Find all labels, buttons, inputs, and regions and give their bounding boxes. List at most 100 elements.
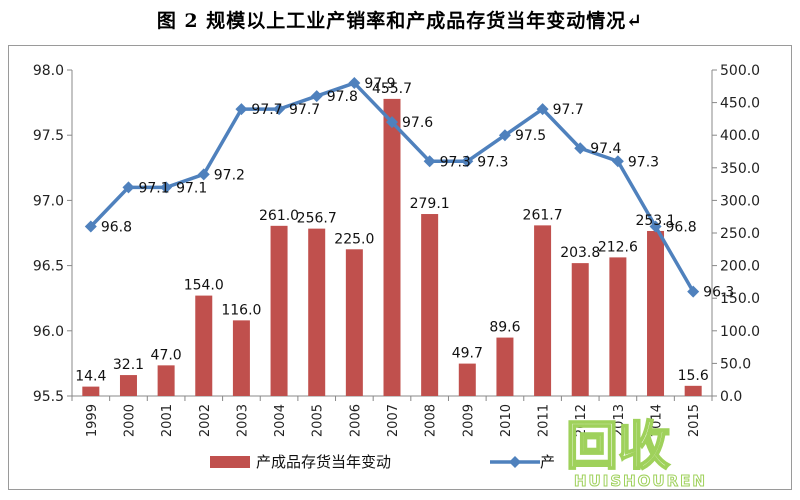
line-data-label: 97.6 bbox=[402, 115, 433, 131]
line-point bbox=[84, 220, 97, 233]
line-data-label: 97.7 bbox=[553, 102, 584, 118]
bar bbox=[647, 230, 665, 396]
line-point bbox=[611, 155, 624, 168]
bar bbox=[270, 225, 288, 396]
bar bbox=[458, 363, 476, 396]
y-left-tick-label: 97.5 bbox=[33, 128, 64, 144]
line-data-label: 97.8 bbox=[327, 89, 358, 105]
line-data-label: 97.7 bbox=[251, 102, 282, 118]
line-point bbox=[536, 103, 549, 116]
bar bbox=[609, 257, 627, 396]
y-left-tick-label: 98.0 bbox=[33, 63, 64, 79]
line-point bbox=[122, 181, 135, 194]
bar-data-label: 261.0 bbox=[259, 208, 299, 224]
legend-bar-swatch bbox=[210, 456, 250, 468]
bar bbox=[571, 263, 589, 396]
bar-data-label: 256.7 bbox=[297, 211, 337, 227]
bar-data-label: 14.4 bbox=[75, 369, 106, 385]
bar-data-label: 47.0 bbox=[151, 347, 182, 363]
chart-title: 图 2 规模以上工业产销率和产成品存货当年变动情况↵ bbox=[156, 10, 644, 32]
y-right-tick-label: 350.0 bbox=[720, 161, 760, 177]
x-tick-label: 2006 bbox=[348, 404, 363, 437]
bar bbox=[496, 337, 514, 396]
bars-layer bbox=[82, 98, 702, 396]
bar bbox=[232, 320, 250, 396]
bar-data-label: 212.6 bbox=[598, 239, 638, 255]
y-right-tick-label: 200.0 bbox=[720, 259, 760, 275]
line-data-label: 96.3 bbox=[703, 285, 734, 301]
y-right-tick-label: 50.0 bbox=[720, 356, 751, 372]
y-left-tick-label: 96.5 bbox=[33, 259, 64, 275]
bar bbox=[345, 249, 363, 396]
line-data-label: 97.1 bbox=[176, 180, 207, 196]
bar bbox=[383, 98, 401, 396]
bar-data-label: 116.0 bbox=[221, 302, 261, 318]
y-right-tick-label: 400.0 bbox=[720, 128, 760, 144]
legend-layer: 产成品存货当年变动 产 bbox=[210, 453, 555, 471]
y-left-tick-label: 96.0 bbox=[33, 324, 64, 340]
chart-frame bbox=[8, 45, 792, 490]
watermark-subtext: HUISHOUREN bbox=[574, 472, 707, 491]
x-tick-label: 2012 bbox=[574, 404, 589, 437]
y-left-tick-label: 97.0 bbox=[33, 193, 64, 209]
bar bbox=[119, 375, 137, 396]
x-tick-label: 2000 bbox=[122, 404, 137, 437]
line-point bbox=[160, 181, 173, 194]
watermark-logo-text: 回收 bbox=[565, 416, 671, 478]
line-data-label: 97.7 bbox=[289, 102, 320, 118]
x-tick-label: 2010 bbox=[499, 404, 514, 437]
bar-data-label: 32.1 bbox=[113, 357, 144, 373]
bar-data-label: 203.8 bbox=[560, 245, 600, 261]
line-point bbox=[197, 168, 210, 181]
line-point bbox=[649, 220, 662, 233]
watermark-logo: 回收 HUISHOUREN bbox=[560, 400, 780, 495]
y-right-tick-label: 100.0 bbox=[720, 324, 760, 340]
line-point bbox=[461, 155, 474, 168]
line-data-label: 97.3 bbox=[628, 154, 659, 170]
legend-bar-label: 产成品存货当年变动 bbox=[256, 453, 391, 471]
x-tick-label: 2009 bbox=[461, 404, 476, 437]
y-right-tick-label: 0.0 bbox=[720, 389, 742, 405]
bar-data-label: 154.0 bbox=[184, 278, 224, 294]
legend-line-marker bbox=[509, 456, 521, 468]
x-tick-label: 2001 bbox=[160, 404, 175, 437]
bar-data-label: 89.6 bbox=[489, 320, 520, 336]
line-data-label: 97.1 bbox=[138, 180, 169, 196]
bar-data-label: 253.1 bbox=[635, 213, 675, 229]
bar bbox=[82, 386, 100, 396]
bar bbox=[421, 214, 439, 396]
line-data-label: 97.9 bbox=[364, 76, 395, 92]
y-right-tick-label: 300.0 bbox=[720, 193, 760, 209]
bar bbox=[684, 385, 702, 396]
x-tick-label: 2002 bbox=[198, 404, 213, 437]
x-tick-label: 2005 bbox=[311, 404, 326, 437]
line-data-label: 97.3 bbox=[440, 154, 471, 170]
line-point bbox=[574, 142, 587, 155]
x-tick-label: 2015 bbox=[687, 404, 702, 437]
line-data-label: 97.3 bbox=[477, 154, 508, 170]
x-tick-label: 2008 bbox=[424, 404, 439, 437]
y-right-tick-label: 500.0 bbox=[720, 63, 760, 79]
bar bbox=[157, 365, 175, 396]
bar-data-label: 455.7 bbox=[372, 81, 412, 97]
bar bbox=[308, 228, 326, 396]
line-data-label: 96.8 bbox=[101, 219, 132, 235]
x-tick-label: 2007 bbox=[386, 404, 401, 437]
x-tick-label: 2011 bbox=[537, 404, 552, 437]
bar bbox=[195, 295, 213, 396]
bar bbox=[534, 225, 552, 396]
line-point bbox=[310, 90, 323, 103]
x-tick-label: 2004 bbox=[273, 404, 288, 437]
line-data-label: 97.2 bbox=[214, 167, 245, 183]
bar-data-label: 15.6 bbox=[678, 368, 709, 384]
line-layer bbox=[84, 77, 700, 298]
line-data-label: 96.8 bbox=[666, 219, 697, 235]
line-point bbox=[423, 155, 436, 168]
line-data-label: 97.4 bbox=[590, 141, 621, 157]
line-point bbox=[498, 129, 511, 142]
bar-data-label: 279.1 bbox=[410, 196, 450, 212]
x-tick-label: 2003 bbox=[235, 404, 250, 437]
line-point bbox=[687, 285, 700, 298]
